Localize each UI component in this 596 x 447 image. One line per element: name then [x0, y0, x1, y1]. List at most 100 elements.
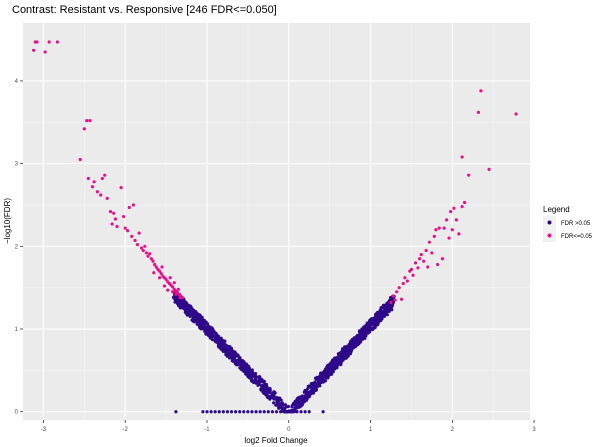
point-significant [462, 200, 467, 205]
point-not-significant [229, 410, 234, 414]
point-not-significant [332, 359, 336, 363]
x-axis-ticks: -3 -2 -1 0 1 2 3 [41, 420, 536, 433]
point-significant [444, 218, 449, 222]
point-significant [447, 236, 451, 240]
point-significant [479, 89, 483, 93]
point-significant [166, 288, 170, 292]
point-not-significant [206, 330, 210, 335]
point-not-significant [258, 410, 262, 414]
point-not-significant [184, 308, 188, 312]
point-significant [434, 228, 438, 232]
point-significant [426, 265, 430, 269]
point-significant [141, 248, 145, 253]
x-tick-label: 3 [532, 427, 536, 433]
point-not-significant [223, 345, 227, 349]
point-not-significant [192, 320, 196, 324]
point-significant [172, 281, 176, 285]
point-significant [127, 205, 131, 210]
point-significant [452, 206, 456, 210]
point-not-significant [298, 396, 302, 400]
point-not-significant [357, 336, 362, 340]
point-significant [411, 273, 415, 277]
legend-dot-significant [547, 233, 552, 238]
point-not-significant [375, 311, 379, 316]
point-not-significant [260, 384, 264, 389]
point-not-significant [307, 395, 311, 399]
point-significant [419, 252, 423, 257]
point-not-significant [204, 320, 208, 324]
point-not-significant [201, 318, 205, 322]
point-not-significant [240, 358, 244, 363]
point-not-significant [208, 336, 212, 340]
point-significant [131, 203, 135, 207]
point-significant [135, 243, 140, 247]
point-significant [110, 222, 114, 226]
point-significant [460, 205, 464, 209]
point-not-significant [209, 410, 213, 414]
point-not-significant [337, 354, 341, 358]
point-not-significant [383, 308, 387, 312]
point-significant [159, 272, 163, 276]
point-not-significant [217, 410, 221, 414]
point-not-significant [283, 410, 287, 414]
point-not-significant [244, 367, 249, 371]
point-not-significant [186, 305, 190, 310]
point-not-significant [299, 404, 303, 408]
point-not-significant [275, 400, 279, 404]
point-not-significant [327, 371, 331, 376]
point-not-significant [234, 362, 238, 367]
point-not-significant [188, 307, 192, 312]
point-not-significant [230, 359, 234, 363]
point-not-significant [242, 410, 246, 414]
point-not-significant [224, 348, 228, 352]
point-not-significant [312, 383, 316, 387]
point-not-significant [342, 348, 346, 353]
point-significant [460, 155, 464, 159]
point-not-significant [212, 338, 217, 342]
point-not-significant [197, 321, 201, 325]
point-not-significant [233, 360, 237, 364]
point-significant [119, 185, 123, 190]
point-not-significant [219, 344, 224, 348]
point-not-significant [281, 406, 285, 410]
point-not-significant [263, 391, 268, 396]
point-significant [35, 40, 39, 44]
point-significant [174, 292, 178, 296]
point-not-significant [291, 410, 295, 414]
point-not-significant [212, 334, 216, 338]
point-significant [450, 228, 454, 232]
point-not-significant [346, 354, 350, 358]
point-not-significant [293, 399, 297, 403]
point-significant [154, 265, 158, 269]
chart-title: Contrast: Resistant vs. Responsive [246 … [12, 4, 277, 16]
point-not-significant [257, 375, 261, 379]
point-not-significant [333, 356, 337, 360]
point-significant [55, 40, 59, 44]
point-not-significant [294, 405, 298, 409]
point-not-significant [238, 410, 242, 414]
point-significant [113, 217, 117, 221]
point-not-significant [357, 329, 362, 333]
point-not-significant [322, 374, 327, 379]
point-not-significant [381, 303, 385, 308]
point-significant [178, 295, 182, 300]
point-not-significant [213, 410, 217, 414]
point-significant [418, 257, 422, 261]
point-significant [171, 290, 175, 294]
point-not-significant [191, 315, 196, 319]
point-significant [457, 232, 461, 236]
legend: Legend FDR >0.05 FDR<=0.05 [543, 205, 593, 242]
point-significant [47, 40, 51, 44]
point-not-significant [247, 376, 252, 380]
point-not-significant [390, 303, 395, 307]
point-not-significant [348, 352, 353, 356]
point-significant [393, 298, 397, 302]
point-not-significant [272, 390, 276, 394]
point-significant [389, 300, 393, 305]
point-not-significant [194, 318, 198, 322]
point-significant [103, 173, 107, 177]
point-significant [133, 238, 137, 243]
point-not-significant [377, 314, 381, 318]
point-significant [476, 110, 481, 114]
y-tick-label: 0 [15, 410, 19, 416]
